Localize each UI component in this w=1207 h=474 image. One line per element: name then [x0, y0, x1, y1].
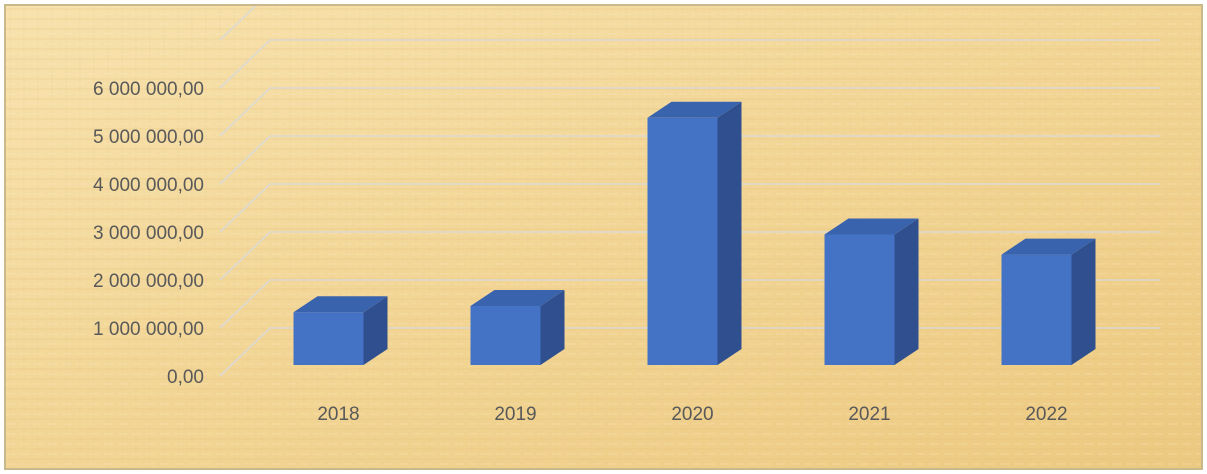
- bar-top-face: [293, 296, 388, 313]
- bar-top-face: [647, 101, 742, 118]
- chart-svg: 0,00 1 000 000,00 2 000 000,00 3 000 000,00…: [6, 6, 1201, 468]
- bar-top-face: [824, 218, 919, 235]
- x-category-label: 2019: [494, 404, 536, 425]
- bar-front-face: [470, 305, 541, 365]
- bar-side-face: [894, 218, 919, 365]
- bar: [647, 101, 742, 366]
- bar: [470, 289, 565, 365]
- x-category-label: 2020: [671, 404, 713, 425]
- gridline: [219, 183, 1160, 233]
- parchment-texture: [6, 6, 1201, 468]
- bar: [824, 218, 919, 365]
- bar-side-face: [363, 296, 388, 365]
- gridline: [219, 87, 1160, 137]
- y-tick-label: 5 000 000,00: [93, 127, 204, 148]
- y-tick-label: 4 000 000,00: [93, 175, 204, 196]
- y-tick-label: 2 000 000,00: [93, 271, 204, 292]
- x-category-label: 2022: [1025, 404, 1067, 425]
- bar: [293, 296, 388, 365]
- bar-front-face: [824, 234, 895, 365]
- gridline: [219, 135, 1160, 185]
- y-tick-label: 1 000 000,00: [93, 319, 204, 340]
- x-axis-category-labels: 2018 2019 2020 2021 2022: [317, 404, 1067, 425]
- gridline: [219, 6, 257, 41]
- gridline: [219, 39, 1160, 89]
- bar-top-face: [470, 289, 565, 306]
- bar-side-face: [1071, 238, 1096, 365]
- bar-front-face: [1001, 254, 1072, 365]
- bar-front-face: [293, 312, 364, 365]
- x-category-label: 2021: [848, 404, 890, 425]
- x-category-label: 2018: [317, 404, 359, 425]
- y-tick-label: 6 000 000,00: [93, 79, 204, 100]
- chart-frame: 0,00 1 000 000,00 2 000 000,00 3 000 000,00…: [4, 4, 1203, 470]
- bar-side-face: [717, 101, 742, 366]
- y-tick-label: 0,00: [167, 367, 204, 388]
- bar: [1001, 238, 1096, 365]
- bar-side-face: [540, 289, 565, 365]
- bar-front-face: [647, 117, 718, 365]
- bar-layer: [293, 101, 1096, 366]
- y-tick-label: 3 000 000,00: [93, 223, 204, 244]
- bar-top-face: [1001, 238, 1096, 255]
- y-axis-tick-labels: 0,00 1 000 000,00 2 000 000,00 3 000 000,00…: [93, 79, 204, 388]
